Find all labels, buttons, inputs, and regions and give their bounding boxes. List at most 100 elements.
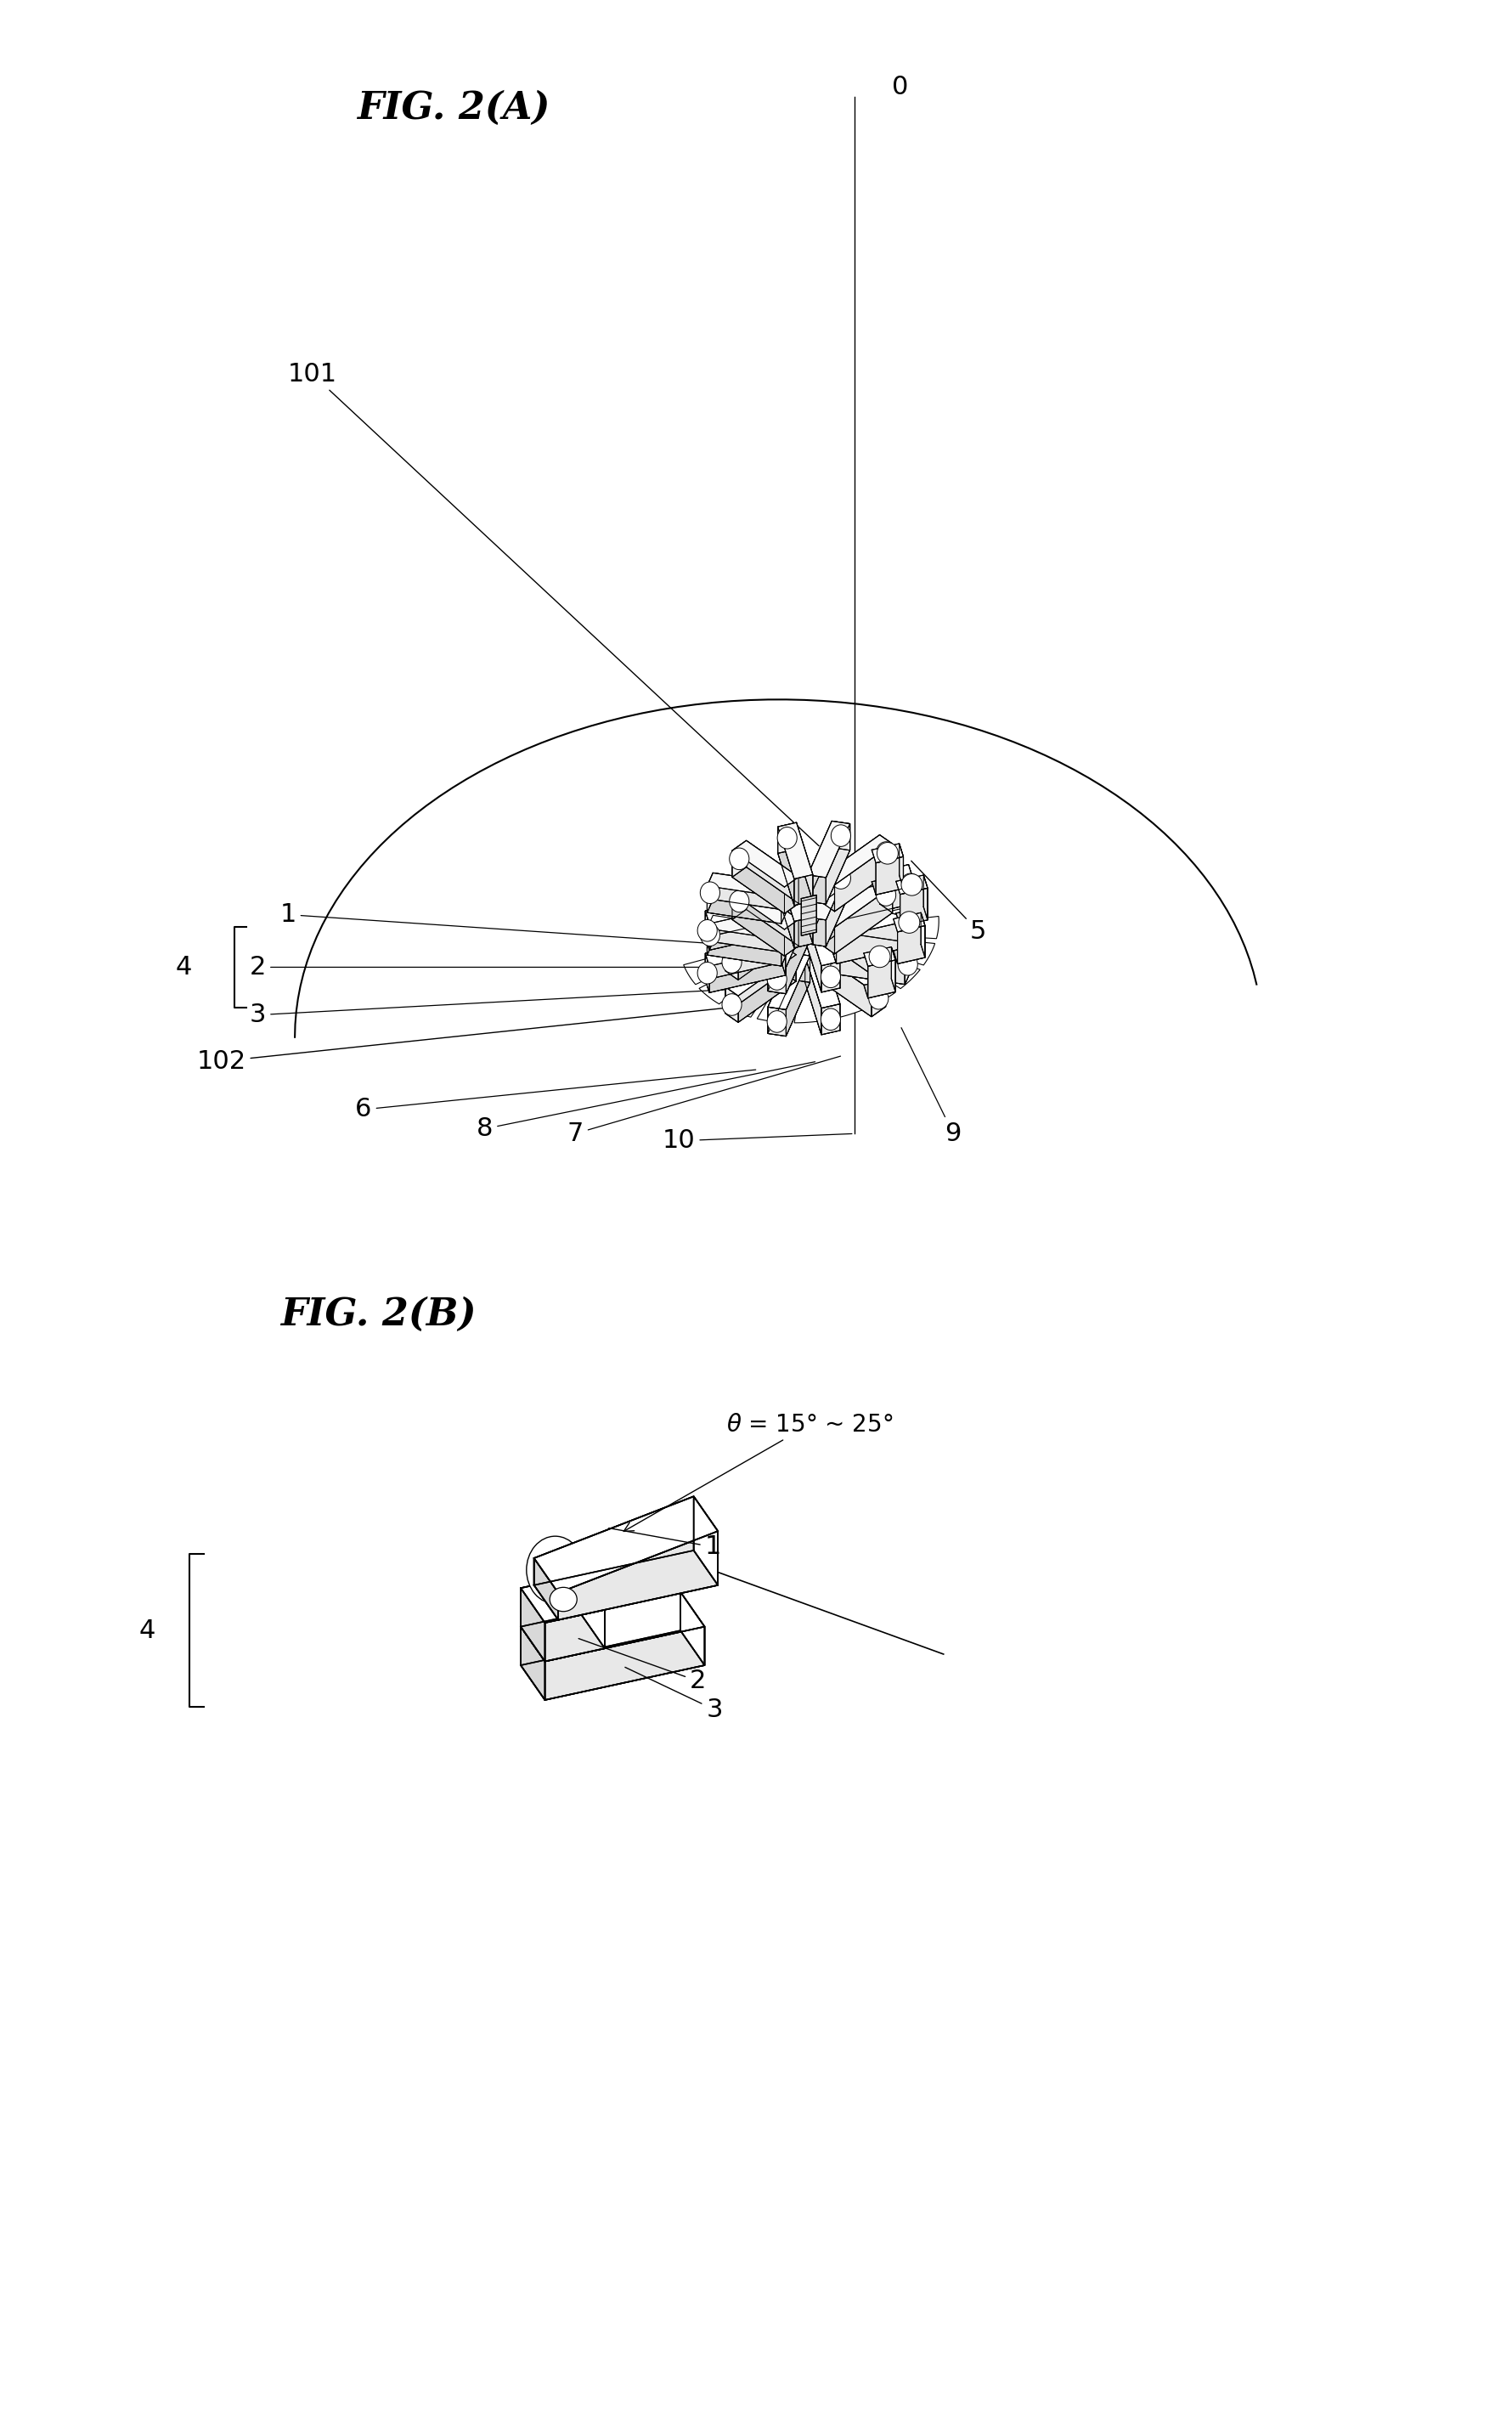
Polygon shape [705,936,786,967]
Polygon shape [820,970,886,1018]
Polygon shape [921,912,925,958]
Polygon shape [904,902,910,943]
Polygon shape [832,863,913,895]
Polygon shape [880,878,892,912]
Polygon shape [820,902,833,938]
Polygon shape [872,844,903,863]
Ellipse shape [700,924,720,946]
Polygon shape [830,933,910,958]
Polygon shape [836,890,910,929]
Polygon shape [823,919,835,953]
Polygon shape [872,876,903,895]
Polygon shape [726,904,795,953]
Polygon shape [777,866,797,895]
Ellipse shape [898,912,918,933]
Ellipse shape [832,868,851,890]
Polygon shape [833,902,886,965]
Polygon shape [786,955,810,1037]
Polygon shape [708,873,714,912]
Ellipse shape [723,994,742,1015]
Polygon shape [785,919,798,955]
Text: 1: 1 [280,902,745,946]
Polygon shape [807,876,826,904]
Polygon shape [794,917,813,948]
Polygon shape [830,890,836,931]
Polygon shape [836,933,910,972]
Polygon shape [726,931,795,979]
Ellipse shape [869,946,891,967]
Polygon shape [708,873,788,897]
Polygon shape [782,883,788,924]
Polygon shape [823,835,880,902]
Polygon shape [894,912,925,931]
Polygon shape [807,890,850,946]
Polygon shape [823,878,880,946]
Polygon shape [534,1558,558,1621]
Polygon shape [534,1495,718,1592]
Polygon shape [732,883,798,929]
Polygon shape [726,904,783,972]
Polygon shape [820,902,886,948]
Polygon shape [726,946,783,1013]
Text: FIG. 2(B): FIG. 2(B) [280,1295,476,1334]
Ellipse shape [901,917,921,938]
Polygon shape [732,883,747,919]
Polygon shape [732,909,798,955]
Polygon shape [709,907,786,950]
Polygon shape [708,900,788,924]
Polygon shape [804,914,821,991]
Text: 4: 4 [175,955,192,979]
Polygon shape [520,1592,705,1662]
Ellipse shape [767,1011,786,1032]
Polygon shape [777,868,794,948]
Polygon shape [708,885,782,924]
Polygon shape [705,919,786,950]
Polygon shape [898,926,925,965]
Polygon shape [804,953,841,1008]
Polygon shape [777,849,813,904]
Polygon shape [804,909,824,941]
Polygon shape [875,856,903,895]
Ellipse shape [550,1587,578,1611]
Polygon shape [708,941,788,967]
Polygon shape [777,892,813,948]
Polygon shape [924,876,928,919]
Polygon shape [520,1614,605,1662]
Polygon shape [768,938,810,994]
Text: 9: 9 [901,1028,962,1146]
Text: 2: 2 [249,955,745,979]
Polygon shape [738,912,795,979]
Polygon shape [783,946,795,982]
Polygon shape [804,979,841,1035]
Polygon shape [836,919,913,965]
Polygon shape [830,960,910,984]
Text: 7: 7 [567,1056,841,1146]
Polygon shape [847,917,939,938]
Polygon shape [832,933,913,965]
Polygon shape [758,958,803,1023]
Polygon shape [830,904,904,943]
Polygon shape [868,960,895,999]
Polygon shape [747,883,798,946]
Polygon shape [520,1631,705,1700]
Polygon shape [768,979,810,1037]
Polygon shape [807,917,826,946]
Ellipse shape [875,842,895,863]
Polygon shape [714,873,788,909]
Text: 3: 3 [624,1667,723,1722]
Polygon shape [782,892,786,933]
Polygon shape [520,1575,581,1626]
Ellipse shape [821,1008,841,1030]
Polygon shape [807,820,832,902]
Polygon shape [807,863,832,943]
Polygon shape [783,904,795,938]
Polygon shape [835,844,892,912]
Polygon shape [823,878,892,926]
Polygon shape [709,948,786,994]
Ellipse shape [723,950,742,972]
Text: 102: 102 [197,1008,730,1073]
Polygon shape [820,953,871,1018]
Text: 101: 101 [287,362,820,847]
Polygon shape [768,912,810,967]
Polygon shape [832,820,850,851]
